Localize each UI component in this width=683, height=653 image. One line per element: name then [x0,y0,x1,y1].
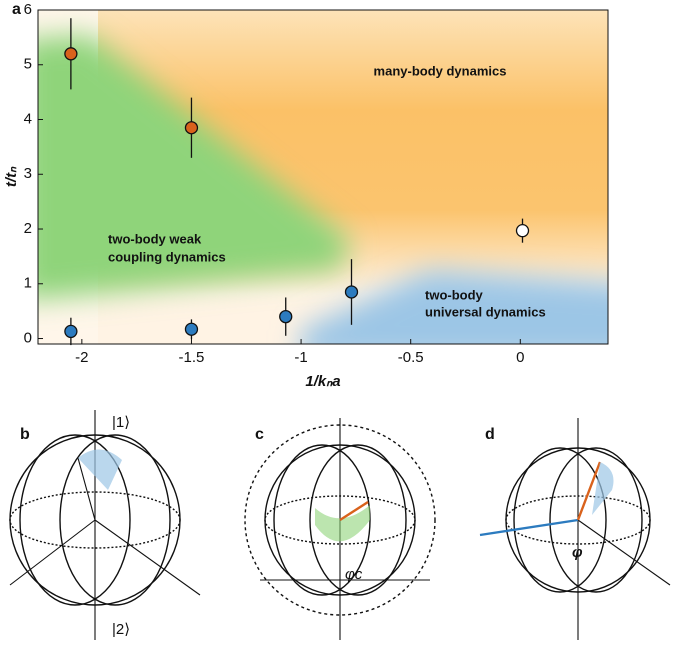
point [280,311,292,323]
x-axis-label: 1/kₙa [305,373,340,390]
phase-background [20,10,640,360]
ket-label: |2⟩ [112,621,130,638]
ket-label: |1⟩ [112,414,130,431]
point [517,225,529,237]
y-tick-label: 3 [24,165,32,182]
sphere-c: c φc [245,418,435,640]
x-tick-label: 0 [516,349,524,366]
angle-label: φ [572,544,583,561]
point [185,122,197,134]
y-tick-label: 4 [24,110,32,127]
point [185,323,197,335]
y-tick-label: 6 [24,1,32,18]
panel-label: c [255,426,264,443]
x-tick-label: -1 [294,349,307,366]
panel-label: a [12,1,21,18]
angle-label: φc [345,566,363,583]
point [346,286,358,298]
y-tick-label: 2 [24,220,32,237]
figure: a 1/kₙa t/tₙ many-body dynamics two-body… [0,0,683,648]
region-label: coupling dynamics [108,249,226,264]
x-tick-label: -0.5 [398,349,424,366]
panel-label: d [485,426,495,443]
x-tick-label: -2 [75,349,88,366]
y-axis-label: t/tₙ [3,166,20,187]
region-label: universal dynamics [425,304,546,319]
point [65,48,77,60]
region-label: two-body [425,287,484,302]
x-tick-label: -1.5 [179,349,205,366]
y-tick-label: 1 [24,275,32,292]
sphere-d: d φ [480,418,670,640]
sphere-b: b |1⟩ |2⟩ [10,410,200,640]
y-tick-label: 0 [24,329,32,346]
panel-label: b [20,426,30,443]
region-label: two-body weak [108,231,202,246]
y-tick-label: 5 [24,56,32,73]
point [65,325,77,337]
region-label: many-body dynamics [374,63,507,78]
